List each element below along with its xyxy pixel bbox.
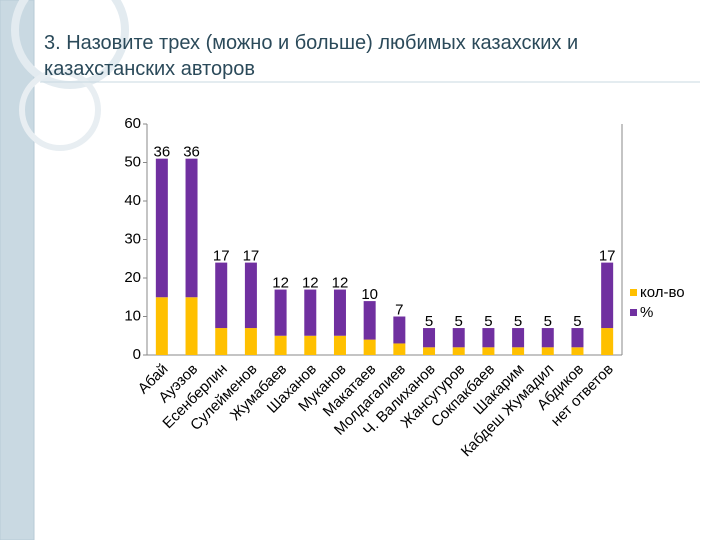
data-label: 5	[425, 313, 433, 330]
y-tick-label: 60	[124, 115, 141, 132]
bar-segment	[215, 328, 228, 355]
deco-circle	[11, 0, 129, 89]
data-label: 17	[213, 248, 230, 265]
bar-segment	[244, 262, 257, 329]
bar-segment	[333, 335, 346, 355]
data-label: 12	[302, 275, 319, 292]
data-label: 36	[154, 144, 171, 161]
bar-segment	[601, 262, 614, 329]
legend-label: кол-во	[640, 284, 685, 301]
bar-segment	[363, 339, 376, 355]
bar-segment	[571, 347, 584, 355]
bar-segment	[333, 289, 346, 336]
data-label: 7	[395, 301, 403, 318]
y-tick-label: 10	[124, 307, 141, 324]
data-label: 12	[272, 275, 289, 292]
bar-segment	[423, 347, 436, 355]
bar-segment	[363, 301, 376, 340]
bar-segment	[185, 158, 198, 298]
data-label: 5	[455, 313, 463, 330]
data-label: 5	[544, 313, 552, 330]
bar-segment	[274, 335, 287, 355]
data-label: 10	[361, 286, 378, 303]
bar-segment	[512, 347, 525, 355]
y-tick-label: 40	[124, 192, 141, 209]
data-label: 17	[243, 248, 260, 265]
chart-title: 3. Назовите трех (можно и больше) любимы…	[44, 32, 579, 80]
bar-segment	[393, 343, 406, 355]
y-tick-label: 50	[124, 153, 141, 170]
bar-segment	[423, 328, 436, 348]
bar-segment	[215, 262, 228, 329]
bar-segment	[541, 347, 554, 355]
bar-segment	[452, 328, 465, 348]
data-label: 5	[484, 313, 492, 330]
y-tick-label: 0	[133, 346, 141, 363]
data-label: 36	[183, 144, 200, 161]
bar-segment	[393, 316, 406, 344]
y-tick-label: 30	[124, 230, 141, 247]
bar-segment	[541, 328, 554, 348]
deco-circle	[19, 69, 101, 151]
bar-segment	[482, 347, 495, 355]
bar-segment	[482, 328, 495, 348]
bar-segment	[601, 328, 614, 355]
data-label: 17	[599, 248, 616, 265]
bar-segment	[155, 158, 168, 298]
data-label: 5	[514, 313, 522, 330]
bar-segment	[512, 328, 525, 348]
bar-segment	[185, 297, 198, 355]
bar-segment	[571, 328, 584, 348]
bar-segment	[155, 297, 168, 355]
bar-segment	[274, 289, 287, 336]
legend-swatch	[630, 289, 637, 296]
side-stripe	[0, 0, 34, 540]
bar-segment	[304, 289, 317, 336]
legend-label: %	[640, 304, 653, 321]
data-label: 5	[573, 313, 581, 330]
bar-segment	[304, 335, 317, 355]
stripe-border	[0, 0, 35, 540]
y-tick-label: 20	[124, 269, 141, 286]
legend-swatch	[630, 309, 637, 316]
bar-segment	[244, 328, 257, 355]
data-label: 12	[332, 275, 349, 292]
bar-segment	[452, 347, 465, 355]
